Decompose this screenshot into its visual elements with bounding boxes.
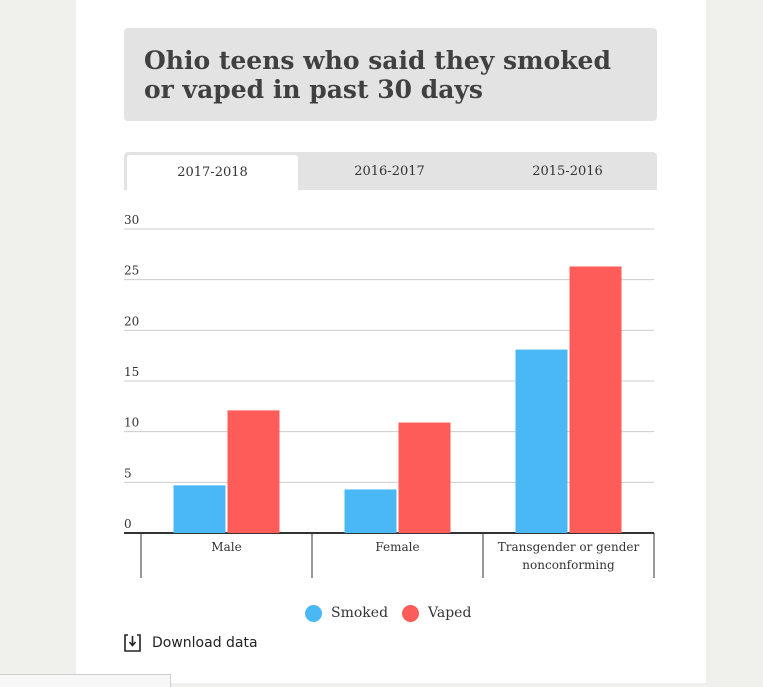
chart-card: Ohio teens who said they smoked or vaped…	[76, 0, 706, 683]
browser-status-bar	[0, 674, 171, 687]
legend-item-smoked[interactable]: Smoked	[305, 604, 389, 622]
tab-2015-2016[interactable]: 2015-2016	[532, 163, 603, 179]
bar-smoked	[344, 489, 397, 533]
y-tick-label: 15	[124, 365, 139, 379]
category-label: Male	[211, 540, 241, 554]
y-tick-label: 20	[124, 314, 139, 328]
y-tick-label: 10	[124, 416, 139, 430]
bar-smoked	[515, 349, 568, 533]
y-tick-label: 30	[124, 213, 139, 227]
y-tick-label: 0	[124, 517, 132, 531]
category-label: Transgender or gender	[498, 540, 640, 554]
download-data-link[interactable]: Download data	[123, 633, 258, 653]
tab-2017-2018[interactable]: 2017-2018	[127, 155, 298, 190]
year-tabs: 2017-2018 2016-2017 2015-2016	[124, 152, 657, 190]
tab-2016-2017[interactable]: 2016-2017	[354, 163, 425, 179]
bar-smoked	[173, 485, 226, 533]
chart-title: Ohio teens who said they smoked or vaped…	[144, 46, 611, 104]
smoked-color-dot	[305, 604, 322, 622]
legend: Smoked Vaped	[305, 603, 485, 623]
bar-chart: 0 5 10 15 20 25 30 Male Female Transgender or gen…	[124, 213, 655, 578]
legend-item-vaped[interactable]: Vaped	[402, 604, 472, 622]
vaped-color-dot	[402, 604, 420, 622]
legend-label-smoked: Smoked	[331, 605, 389, 621]
bar-vaped	[569, 266, 622, 533]
title-box: Ohio teens who said they smoked or vaped…	[124, 28, 657, 121]
y-tick-label: 5	[124, 466, 132, 480]
download-icon	[124, 634, 141, 652]
category-label: Female	[375, 540, 419, 554]
category-label: nonconforming	[522, 558, 615, 572]
download-label: Download data	[152, 635, 258, 651]
bar-vaped	[227, 410, 280, 533]
bar-vaped	[398, 422, 451, 533]
y-tick-label: 25	[124, 264, 139, 278]
legend-label-vaped: Vaped	[428, 605, 472, 621]
